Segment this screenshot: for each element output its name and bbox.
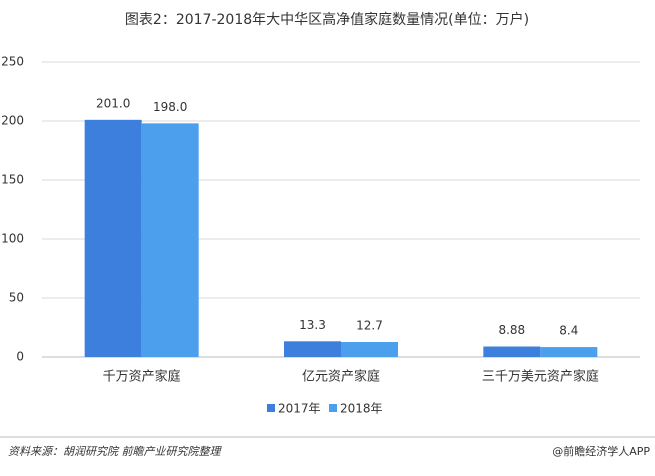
bar bbox=[84, 119, 142, 357]
x-tick-label: 三千万美元资产家庭 bbox=[482, 369, 599, 385]
bar bbox=[540, 347, 598, 357]
chart-title: 图表2：2017-2018年大中华区高净值家庭数量情况(单位：万户) bbox=[125, 11, 529, 28]
value-label: 13.3 bbox=[299, 318, 326, 332]
bar bbox=[284, 341, 341, 357]
value-label: 8.88 bbox=[498, 323, 525, 337]
value-label: 8.4 bbox=[559, 324, 578, 338]
source: 资料来源：胡润研究院 前瞻产业研究院整理 bbox=[8, 445, 222, 458]
y-tick-label: 250 bbox=[1, 55, 24, 69]
bar bbox=[483, 346, 541, 357]
y-tick-label: 150 bbox=[1, 173, 24, 187]
legend-label: 2017年 bbox=[278, 402, 321, 416]
credit: @前瞻经济学人APP bbox=[552, 444, 650, 458]
legend-label: 2018年 bbox=[340, 402, 383, 416]
y-tick-label: 100 bbox=[1, 232, 24, 246]
legend-swatch bbox=[267, 404, 275, 412]
x-tick-label: 千万资产家庭 bbox=[103, 369, 181, 385]
bar bbox=[141, 123, 199, 357]
y-tick-label: 200 bbox=[1, 114, 24, 128]
bar bbox=[341, 342, 398, 357]
value-label: 12.7 bbox=[356, 319, 383, 333]
value-label: 201.0 bbox=[96, 96, 130, 110]
y-tick-label: 50 bbox=[9, 291, 24, 305]
legend-swatch bbox=[329, 404, 337, 412]
x-tick-label: 亿元资产家庭 bbox=[302, 369, 380, 385]
y-tick-label: 0 bbox=[16, 350, 24, 364]
value-label: 198.0 bbox=[153, 100, 187, 114]
